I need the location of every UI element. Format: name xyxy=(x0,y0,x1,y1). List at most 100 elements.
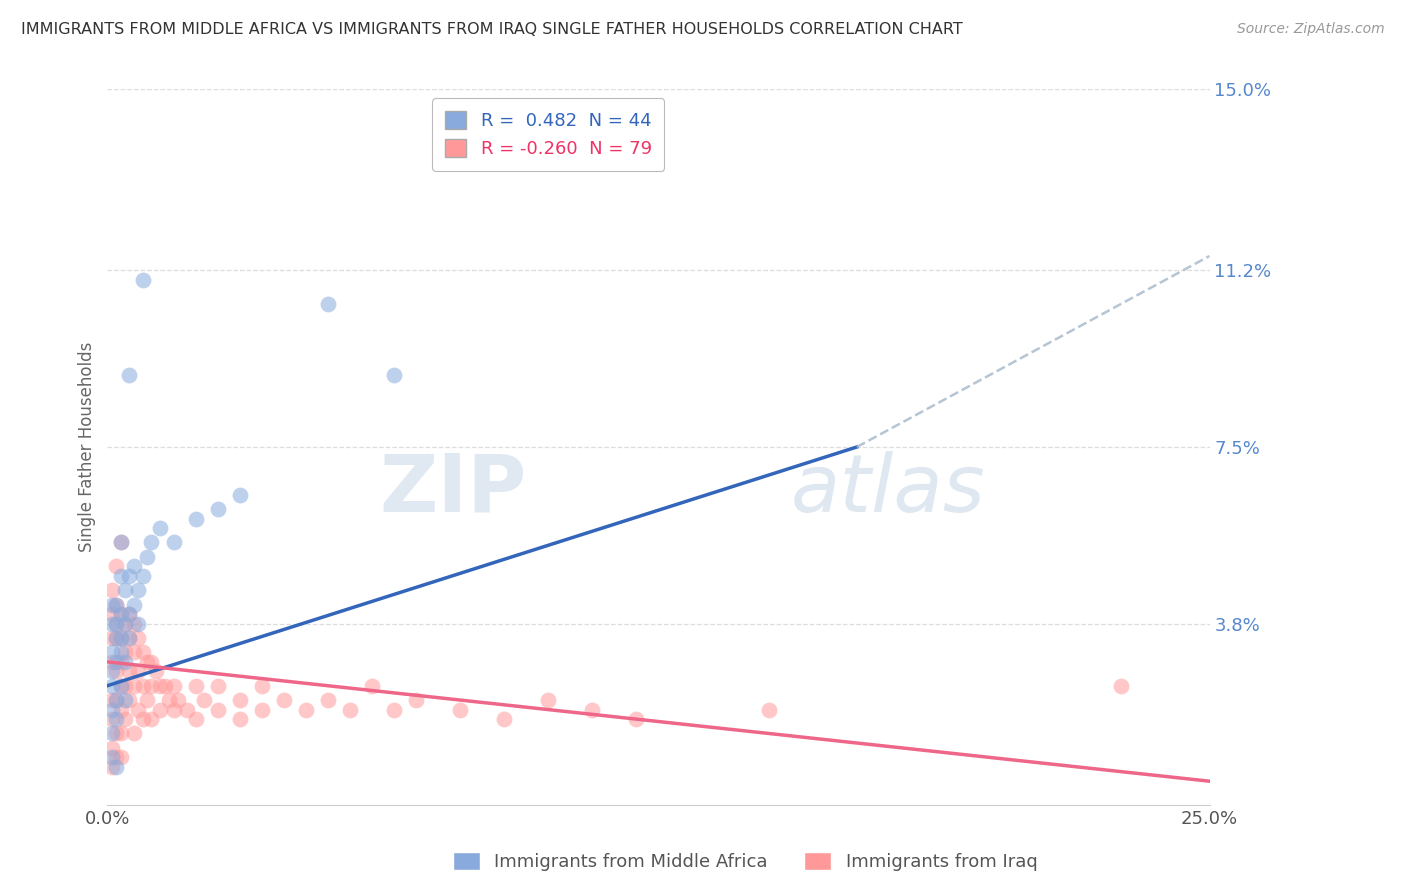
Point xyxy=(101,750,124,764)
Point xyxy=(758,703,780,717)
Y-axis label: Single Father Households: Single Father Households xyxy=(79,342,96,552)
Point xyxy=(110,655,132,669)
Point xyxy=(149,703,172,717)
Point xyxy=(105,631,128,645)
Point xyxy=(136,655,159,669)
Point xyxy=(167,693,190,707)
Point xyxy=(1111,679,1133,693)
Point xyxy=(626,712,648,726)
Point xyxy=(149,679,172,693)
Point xyxy=(141,712,163,726)
Point xyxy=(101,740,124,755)
Point xyxy=(105,712,128,726)
Point xyxy=(110,750,132,764)
Point xyxy=(101,645,124,659)
Point xyxy=(101,655,124,669)
Point xyxy=(184,511,207,525)
Point xyxy=(127,583,149,598)
Point xyxy=(339,703,361,717)
Point xyxy=(122,559,145,574)
Point xyxy=(101,703,124,717)
Point xyxy=(105,750,128,764)
Point xyxy=(122,726,145,740)
Point xyxy=(101,712,124,726)
Point xyxy=(361,679,384,693)
Point xyxy=(273,693,295,707)
Point xyxy=(250,679,273,693)
Point xyxy=(193,693,215,707)
Point xyxy=(131,712,153,726)
Point xyxy=(207,703,229,717)
Point xyxy=(101,616,124,631)
Point xyxy=(157,693,180,707)
Point xyxy=(184,712,207,726)
Point xyxy=(316,693,339,707)
Point xyxy=(101,607,124,621)
Point xyxy=(114,616,136,631)
Point xyxy=(136,549,159,564)
Point xyxy=(110,645,132,659)
Point xyxy=(141,679,163,693)
Point xyxy=(105,631,128,645)
Point xyxy=(105,598,128,612)
Point xyxy=(110,631,132,645)
Point xyxy=(110,679,132,693)
Point xyxy=(136,693,159,707)
Point xyxy=(114,616,136,631)
Point xyxy=(141,535,163,549)
Point xyxy=(382,368,405,383)
Point xyxy=(382,703,405,717)
Point xyxy=(228,712,250,726)
Point xyxy=(105,598,128,612)
Point xyxy=(110,535,132,549)
Point xyxy=(127,703,149,717)
Point xyxy=(114,693,136,707)
Point xyxy=(184,679,207,693)
Point xyxy=(118,665,141,679)
Point xyxy=(127,631,149,645)
Point xyxy=(114,712,136,726)
Point xyxy=(118,631,141,645)
Point xyxy=(105,693,128,707)
Point xyxy=(149,521,172,535)
Point xyxy=(141,655,163,669)
Point xyxy=(122,598,145,612)
Point xyxy=(145,665,167,679)
Point xyxy=(131,273,153,287)
Point xyxy=(122,616,145,631)
Text: atlas: atlas xyxy=(790,451,986,529)
Point xyxy=(105,559,128,574)
Text: IMMIGRANTS FROM MIDDLE AFRICA VS IMMIGRANTS FROM IRAQ SINGLE FATHER HOUSEHOLDS C: IMMIGRANTS FROM MIDDLE AFRICA VS IMMIGRA… xyxy=(21,22,963,37)
Point xyxy=(118,693,141,707)
Point xyxy=(118,607,141,621)
Legend: Immigrants from Middle Africa, Immigrants from Iraq: Immigrants from Middle Africa, Immigrant… xyxy=(446,846,1045,879)
Point xyxy=(110,679,132,693)
Point xyxy=(207,679,229,693)
Point xyxy=(110,535,132,549)
Point xyxy=(162,703,184,717)
Point xyxy=(228,693,250,707)
Point xyxy=(110,607,132,621)
Point xyxy=(122,679,145,693)
Point xyxy=(114,645,136,659)
Point xyxy=(105,616,128,631)
Point xyxy=(101,726,124,740)
Point xyxy=(131,569,153,583)
Point xyxy=(101,631,124,645)
Point xyxy=(105,665,128,679)
Text: Source: ZipAtlas.com: Source: ZipAtlas.com xyxy=(1237,22,1385,37)
Point xyxy=(294,703,316,717)
Point xyxy=(105,655,128,669)
Point xyxy=(449,703,471,717)
Point xyxy=(114,655,136,669)
Point xyxy=(176,703,198,717)
Point xyxy=(101,693,124,707)
Point xyxy=(110,726,132,740)
Point xyxy=(207,502,229,516)
Point xyxy=(250,703,273,717)
Point xyxy=(114,679,136,693)
Point xyxy=(101,665,124,679)
Text: ZIP: ZIP xyxy=(380,451,526,529)
Point xyxy=(537,693,560,707)
Point xyxy=(405,693,427,707)
